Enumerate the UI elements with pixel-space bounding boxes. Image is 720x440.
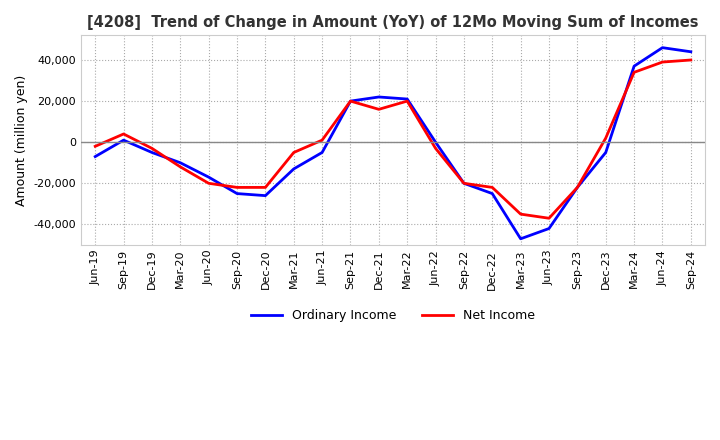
Net Income xyxy=(318,138,326,143)
Ordinary Income xyxy=(289,166,298,172)
Ordinary Income xyxy=(488,191,497,196)
Net Income xyxy=(431,146,440,151)
Ordinary Income xyxy=(261,193,270,198)
Net Income xyxy=(403,99,412,104)
Net Income xyxy=(573,185,582,190)
Ordinary Income xyxy=(374,94,383,99)
Net Income xyxy=(91,144,99,149)
Ordinary Income xyxy=(318,150,326,155)
Ordinary Income xyxy=(630,63,639,69)
Ordinary Income xyxy=(204,175,213,180)
Ordinary Income xyxy=(573,185,582,190)
Ordinary Income xyxy=(176,160,184,165)
Net Income xyxy=(233,185,241,190)
Net Income xyxy=(488,185,497,190)
Net Income xyxy=(374,106,383,112)
Net Income xyxy=(658,59,667,65)
Net Income xyxy=(176,164,184,169)
Ordinary Income xyxy=(346,99,355,104)
Ordinary Income xyxy=(431,139,440,145)
Ordinary Income xyxy=(686,49,695,55)
Net Income xyxy=(204,181,213,186)
Net Income xyxy=(120,131,128,136)
Net Income xyxy=(289,150,298,155)
Line: Ordinary Income: Ordinary Income xyxy=(95,48,690,239)
Net Income xyxy=(459,181,468,186)
Net Income xyxy=(516,212,525,217)
Ordinary Income xyxy=(545,226,554,231)
Y-axis label: Amount (million yen): Amount (million yen) xyxy=(15,74,28,206)
Net Income xyxy=(630,70,639,75)
Ordinary Income xyxy=(91,154,99,159)
Ordinary Income xyxy=(459,181,468,186)
Net Income xyxy=(686,57,695,62)
Net Income xyxy=(346,99,355,104)
Legend: Ordinary Income, Net Income: Ordinary Income, Net Income xyxy=(246,304,540,327)
Net Income xyxy=(601,136,610,141)
Ordinary Income xyxy=(403,96,412,102)
Net Income xyxy=(261,185,270,190)
Ordinary Income xyxy=(120,138,128,143)
Ordinary Income xyxy=(516,236,525,242)
Ordinary Income xyxy=(658,45,667,50)
Net Income xyxy=(148,146,156,151)
Ordinary Income xyxy=(233,191,241,196)
Line: Net Income: Net Income xyxy=(95,60,690,218)
Title: [4208]  Trend of Change in Amount (YoY) of 12Mo Moving Sum of Incomes: [4208] Trend of Change in Amount (YoY) o… xyxy=(87,15,699,30)
Ordinary Income xyxy=(601,150,610,155)
Ordinary Income xyxy=(148,150,156,155)
Net Income xyxy=(545,216,554,221)
